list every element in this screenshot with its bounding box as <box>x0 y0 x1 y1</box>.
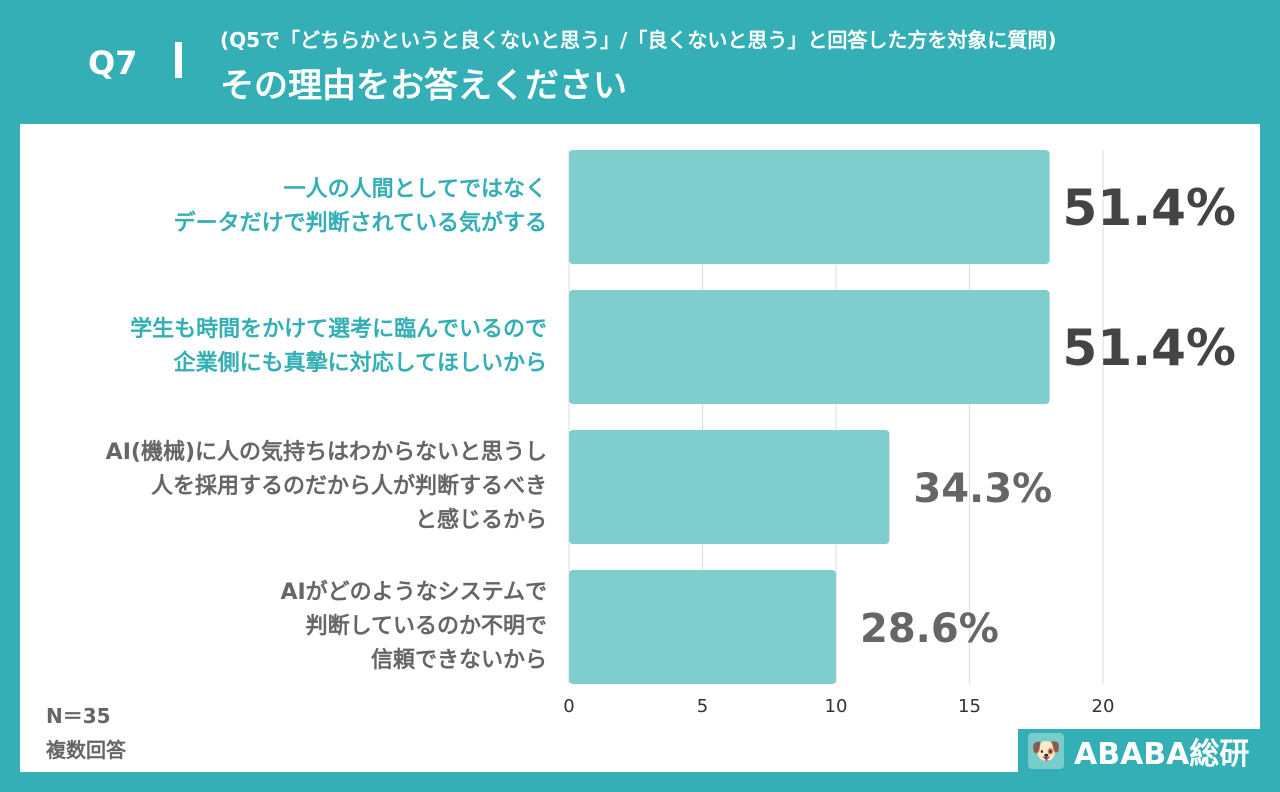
data-label: 51.4% <box>1063 319 1236 377</box>
data-label: 34.3% <box>913 466 1052 512</box>
category-label: 学生も時間をかけて選考に臨んでいるので企業側にも真摯に対応してほしいから <box>130 313 547 381</box>
category-label-line: 一人の人間としてではなく <box>283 177 547 202</box>
category-label-line: AI(機械)に人の気持ちはわからないと思うし <box>105 440 547 465</box>
x-tick-label: 20 <box>1092 696 1115 717</box>
bar <box>569 570 836 684</box>
x-tick-label: 0 <box>563 696 574 717</box>
category-label-line: と感じるから <box>414 508 547 533</box>
bar <box>569 150 1050 264</box>
sample-size: N＝35 <box>46 704 111 728</box>
x-tick-label: 10 <box>825 696 848 717</box>
data-label: 51.4% <box>1063 179 1236 237</box>
category-label-line: データだけで判断されている気がする <box>173 211 547 236</box>
question-number: Q7 <box>88 44 138 82</box>
bar <box>569 430 890 544</box>
category-label-line: 企業側にも真摯に対応してほしいから <box>173 351 547 376</box>
category-label: AIがどのようなシステムで判断しているのか不明で信頼できないから <box>280 576 547 678</box>
category-label-line: AIがどのようなシステムで <box>280 580 547 605</box>
chart-title: その理由をお答えください <box>220 66 627 106</box>
category-label-line: 信頼できないから <box>370 648 547 673</box>
x-tick-label: 15 <box>958 696 981 717</box>
x-tick-label: 5 <box>697 696 708 717</box>
category-label-line: 判断しているのか不明で <box>305 614 547 639</box>
subtitle: (Q5で「どちらかというと良くないと思う」/「良くないと思う」と回答した方を対象… <box>220 28 1057 52</box>
logo-text: ABABA総研 <box>1074 737 1250 772</box>
bar <box>569 290 1050 404</box>
category-label-line: 人を採用するのだから人が判断するべき <box>150 474 547 499</box>
multiple-answer-note: 複数回答 <box>46 738 126 762</box>
data-label: 28.6% <box>860 606 999 652</box>
logo: 🐶 ABABA総研 <box>1018 729 1260 773</box>
category-label-line: 学生も時間をかけて選考に臨んでいるので <box>130 317 547 342</box>
separator <box>175 42 182 78</box>
dog-logo-icon: 🐶 <box>1028 733 1064 769</box>
category-label: 一人の人間としてではなくデータだけで判断されている気がする <box>174 173 547 241</box>
category-label: AI(機械)に人の気持ちはわからないと思うし人を採用するのだから人が判断するべき… <box>106 436 547 538</box>
